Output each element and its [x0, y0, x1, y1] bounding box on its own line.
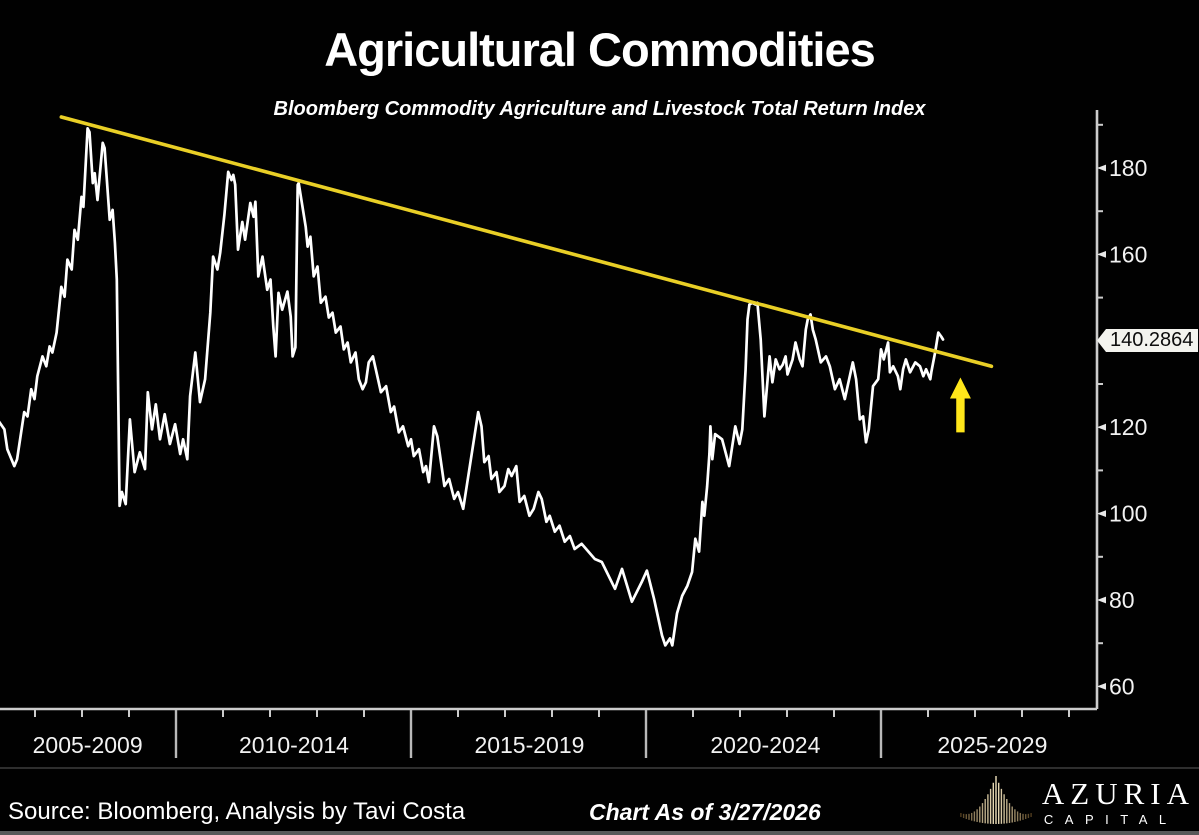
azuria-logo-icon	[960, 776, 1032, 824]
y-tick-label: 120	[1109, 414, 1147, 440]
y-tick-label: 60	[1109, 673, 1135, 699]
x-axis-label: 2015-2019	[474, 732, 584, 758]
bottom-strip	[0, 831, 1199, 835]
y-major-tick	[1097, 251, 1106, 258]
y-major-tick	[1097, 510, 1106, 517]
x-axis-label: 2005-2009	[33, 732, 143, 758]
trendline	[59, 115, 994, 369]
source-note: Source: Bloomberg, Analysis by Tavi Cost…	[8, 798, 466, 825]
y-tick-label: 80	[1109, 587, 1135, 613]
footer-divider	[0, 767, 1199, 769]
x-axis-label: 2010-2014	[239, 732, 349, 758]
up-arrow-icon	[949, 377, 971, 433]
page-title: Agricultural Commodities	[324, 23, 876, 76]
brand-text: AZURIA CAPITAL	[1042, 778, 1195, 826]
y-major-tick	[1097, 164, 1106, 172]
price-series-line	[0, 126, 945, 647]
y-tick-label: 180	[1109, 155, 1147, 181]
y-major-tick	[1097, 683, 1106, 690]
x-axis-label: 2020-2024	[710, 732, 820, 758]
last-price-value: 140.2864	[1110, 329, 1194, 351]
y-major-tick	[1097, 596, 1106, 604]
y-tick-label: 160	[1109, 241, 1147, 267]
brand-sub: CAPITAL	[1043, 812, 1178, 827]
as-of-note: Chart As of 3/27/2026	[589, 799, 821, 825]
footer: Source: Bloomberg, Analysis by Tavi Cost…	[0, 768, 1199, 830]
chart-subtitle: Bloomberg Commodity Agriculture and Live…	[273, 98, 926, 120]
brand-name: AZURIA	[1041, 776, 1195, 811]
y-tick-label: 100	[1109, 501, 1147, 527]
y-major-tick	[1097, 423, 1106, 431]
last-price-tag: 140.2864	[1097, 329, 1198, 352]
brand-block: AZURIA CAPITAL	[956, 774, 1195, 826]
x-axis-label: 2025-2029	[937, 732, 1047, 758]
